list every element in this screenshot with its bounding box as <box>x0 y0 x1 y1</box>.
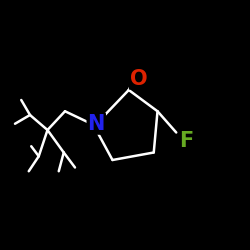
Text: N: N <box>88 114 105 134</box>
Text: O: O <box>130 69 148 89</box>
Text: F: F <box>179 131 194 151</box>
